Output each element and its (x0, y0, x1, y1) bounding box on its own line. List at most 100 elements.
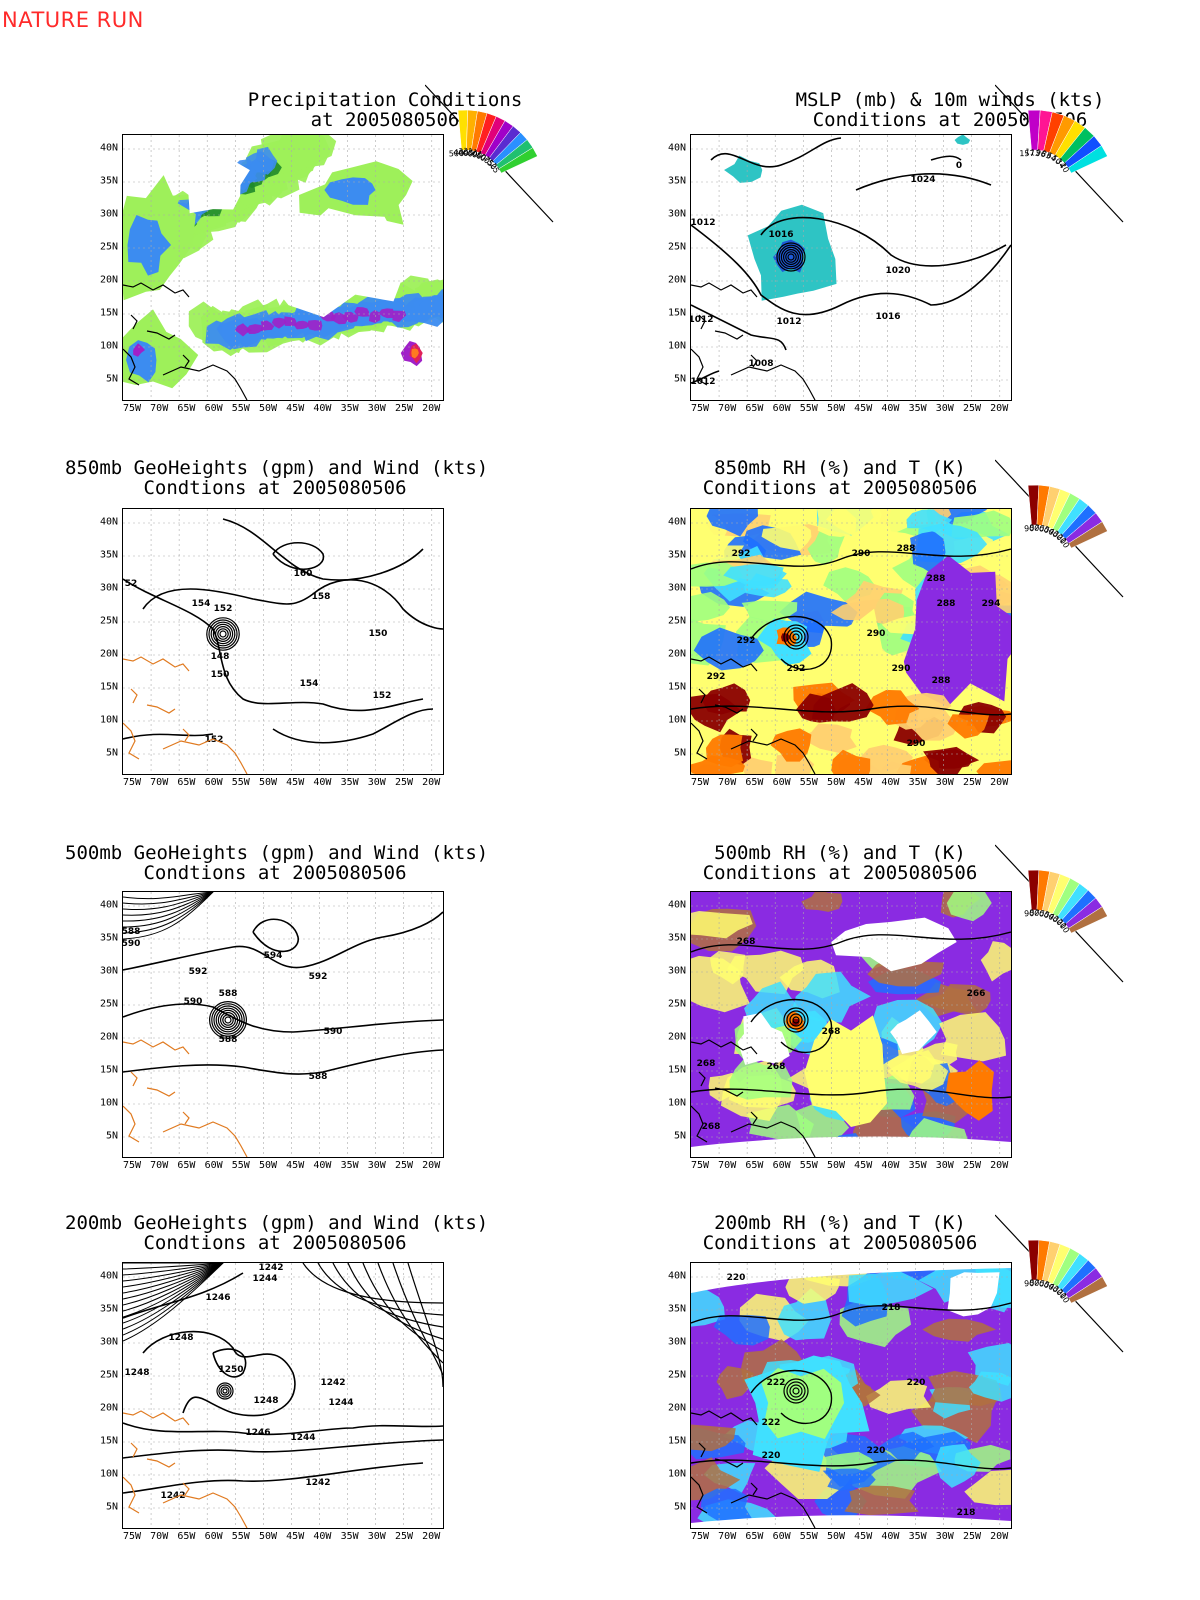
lon-tick-label: 60W (204, 403, 223, 414)
lon-tick-label: 65W (177, 1160, 196, 1171)
gh200-map: 1242 1244 1246 1248 1248 1250 1248 1242 1244 1246… (122, 1262, 444, 1529)
lon-tick-label: 75W (122, 403, 142, 414)
lat-tick-label: 35N (99, 932, 118, 944)
lat-tick-label: 20N (99, 1402, 118, 1414)
legend-value: 50 (1042, 524, 1055, 537)
gh500-contour-label: 590 (123, 939, 140, 949)
rh850-contour-label: 294 (982, 599, 1001, 609)
lat-tick-label: 25N (667, 1369, 686, 1381)
rh850-contour-label: 290 (867, 629, 886, 639)
lat-tick-label: 15N (99, 681, 118, 693)
rh500-legend: 90 80 70 60 50 40 30 20 10 (994, 840, 1125, 994)
legend-value: 90 (1024, 524, 1034, 533)
lon-tick-label: 20W (422, 777, 441, 788)
rh200-map: 220 218 220 222 222 220 220 218 (690, 1262, 1012, 1529)
mslp-contour-label: 1020 (885, 266, 910, 276)
lat-tick-label: 5N (105, 1501, 118, 1513)
title-line-2: Condtions at 2005080506 (143, 477, 407, 499)
precip-map (122, 134, 444, 401)
gh500-contour-label: 590 (184, 997, 203, 1007)
mslp-contour-label: 1012 (691, 218, 716, 228)
lat-tick-label: 5N (105, 373, 118, 385)
lon-tick-label: 55W (799, 1531, 818, 1542)
mslp-legend: 157 113 96 83 64 50 34 20 (994, 80, 1125, 234)
lon-tick-label: 50W (826, 1531, 846, 1542)
lat-tick-label: 25N (667, 998, 686, 1010)
rh200-contour-label: 220 (727, 1273, 746, 1283)
rh200-contour-label: 222 (762, 1418, 781, 1428)
rh200-contour-label: 222 (767, 1378, 786, 1388)
gh200-contour-label: 1246 (245, 1428, 270, 1438)
gh850-contour-label: 154 (192, 599, 211, 609)
lon-tick-label: 25W (394, 1160, 414, 1171)
lon-axis: 75W 70W 65W 60W 55W 50W 45W 40W 35W 30W 25W 20W (122, 403, 442, 415)
gh200-title: 200mb GeoHeights (gpm) and Wind (kts) Con… (65, 1212, 489, 1254)
title-line-1: 200mb GeoHeights (gpm) and Wind (kts) (65, 1212, 489, 1234)
lon-axis: 75W 70W 65W 60W 55W 50W 45W 40W 35W 30W 25W 20W (690, 403, 1010, 415)
title-line-2: Condtions at 2005080506 (143, 1232, 407, 1254)
lat-tick-label: 10N (667, 1097, 686, 1109)
gh200-contour-label: 1248 (253, 1396, 278, 1406)
lat-axis: 40N 35N 30N 25N 20N 15N 10N 5N (90, 891, 118, 1156)
lat-axis: 40N 35N 30N 25N 20N 15N 10N 5N (90, 508, 118, 773)
mslp-contour-label: 1012 (691, 377, 716, 387)
gh850-contour-label: 158 (312, 592, 331, 602)
mslp-contour-label: 1012 (776, 317, 801, 327)
title-line-2: Conditions at 2005080506 (702, 862, 978, 884)
lon-tick-label: 65W (745, 777, 764, 788)
lat-axis: 40N 35N 30N 25N 20N 15N 10N 5N (658, 508, 686, 773)
lon-tick-label: 40W (881, 1160, 900, 1171)
title-line-1: Precipitation Conditions (247, 89, 523, 111)
rh850-contour-label: 292 (737, 636, 756, 646)
lon-tick-label: 50W (258, 1160, 278, 1171)
lon-tick-label: 30W (367, 1531, 386, 1542)
lon-tick-label: 50W (258, 403, 278, 414)
gh200-contour-label: 1242 (305, 1478, 330, 1488)
legend-value: 500 (449, 149, 465, 158)
lon-tick-label: 60W (772, 403, 791, 414)
lat-tick-label: 30N (667, 208, 686, 220)
lon-tick-label: 75W (690, 1160, 710, 1171)
lat-tick-label: 15N (667, 681, 686, 693)
lat-tick-label: 25N (667, 241, 686, 253)
gh850-contour-label: 150 (369, 629, 388, 639)
gh200-contour-label: 1244 (252, 1274, 277, 1284)
lon-tick-label: 20W (990, 403, 1009, 414)
lat-tick-label: 35N (667, 175, 686, 187)
lon-tick-label: 25W (962, 1160, 982, 1171)
lon-tick-label: 65W (745, 403, 764, 414)
lon-tick-label: 20W (990, 1531, 1009, 1542)
lat-tick-label: 15N (99, 1064, 118, 1076)
lon-tick-label: 60W (204, 1160, 223, 1171)
lon-tick-label: 60W (204, 777, 223, 788)
legend-value: 96 (1035, 148, 1047, 160)
rh200-title: 200mb RH (%) and T (K) Conditions at 2005… (630, 1213, 1050, 1253)
legend-value: 10 (1058, 1291, 1071, 1304)
lon-tick-label: 45W (286, 403, 305, 414)
lon-axis: 75W 70W 65W 60W 55W 50W 45W 40W 35W 30W 25W 20W (122, 1160, 442, 1172)
lon-tick-label: 70W (150, 777, 169, 788)
title-line-2: at 2005080506 (310, 109, 460, 131)
lat-tick-label: 15N (99, 307, 118, 319)
lat-axis: 40N 35N 30N 25N 20N 15N 10N 5N (90, 1262, 118, 1527)
title-line-2: Conditions at 2005080506 (702, 1232, 978, 1254)
lon-axis: 75W 70W 65W 60W 55W 50W 45W 40W 35W 30W 25W 20W (690, 777, 1010, 789)
title-line-2: Conditions at 2005080506 (702, 477, 978, 499)
lon-tick-label: 35W (908, 1531, 927, 1542)
lat-tick-label: 10N (99, 340, 118, 352)
lat-tick-label: 40N (99, 1270, 118, 1282)
gh850-contour-label: 154 (300, 679, 319, 689)
legend-value: 300 (457, 147, 474, 159)
mslp-contour-label: 1016 (768, 230, 793, 240)
lat-tick-label: 30N (667, 965, 686, 977)
lon-tick-label: 20W (990, 1160, 1009, 1171)
lat-tick-label: 35N (667, 932, 686, 944)
lon-tick-label: 25W (394, 777, 414, 788)
gh850-contour-label: 152 (373, 691, 392, 701)
legend-value: 80 (1029, 908, 1040, 918)
gh500-contour-label: 588 (309, 1072, 328, 1082)
lon-tick-label: 60W (772, 777, 791, 788)
gh200-contour-label: 1242 (258, 1263, 283, 1273)
lon-tick-label: 75W (122, 1531, 142, 1542)
